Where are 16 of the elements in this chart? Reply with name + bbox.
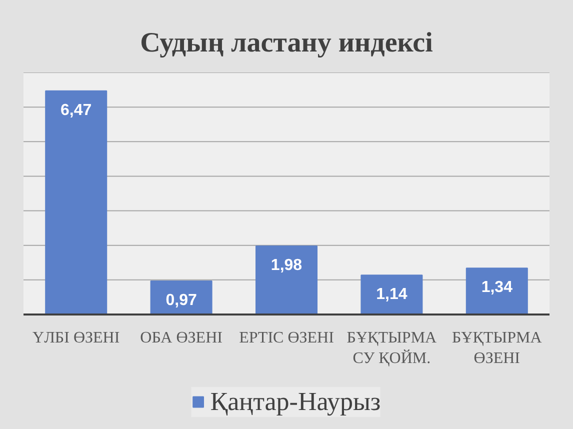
bar — [45, 90, 108, 314]
data-label: 1,14 — [376, 286, 408, 304]
bar — [360, 274, 423, 314]
bar — [255, 246, 318, 314]
bar — [466, 268, 528, 314]
data-label: 0,97 — [166, 292, 197, 309]
data-label: 6,47 — [60, 102, 92, 119]
x-tick-label: БҰҚТЫРМА ӨЗЕНІ — [452, 330, 542, 367]
x-tick-label: БҰҚТЫРМА СУ ҚОЙМ. — [346, 330, 438, 367]
x-tick-label: ОБА ӨЗЕНІ — [140, 330, 222, 346]
data-label: 1,98 — [270, 257, 302, 274]
x-tick-label: ЕРТІС ӨЗЕНІ — [239, 330, 334, 346]
data-label: 1,34 — [481, 279, 513, 296]
chart-title: Судың ластану индексі — [140, 28, 434, 58]
legend-label: Қаңтар-Наурыз — [210, 386, 381, 416]
x-tick-label: ҮЛБІ ӨЗЕНІ — [32, 330, 120, 346]
